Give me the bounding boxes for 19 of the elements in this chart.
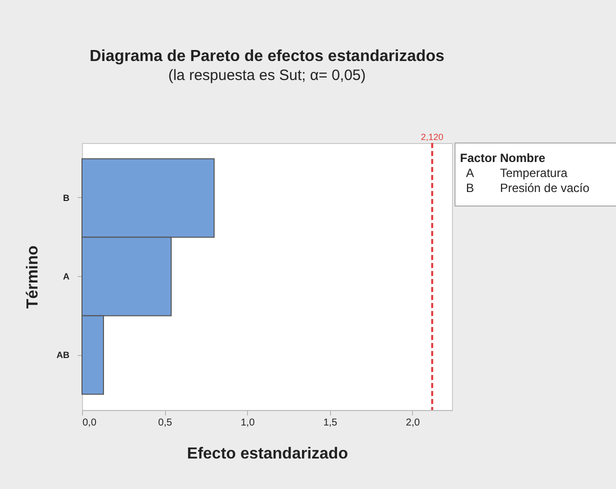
x-tick-label: 1,5 <box>323 418 338 428</box>
y-axis-title: Término <box>24 245 42 309</box>
x-tick-label: 2,0 <box>406 418 420 428</box>
text: Factor <box>460 151 498 165</box>
text: A <box>466 166 474 180</box>
y-tick-label: B <box>63 192 70 203</box>
y-tick-label: A <box>63 272 70 282</box>
chart-title: Diagrama de Pareto de efectos estandarizados <box>90 48 444 65</box>
text: B <box>466 181 474 195</box>
ref-line-label: 2,120 <box>420 132 444 142</box>
text: Nombre <box>500 151 546 165</box>
text: Presión de vacío <box>500 181 590 195</box>
x-axis-title: Efecto estandarizado <box>187 446 348 462</box>
x-tick-label: 0,0 <box>82 418 97 428</box>
chart-subtitle: (la respuesta es Sut; α= 0,05) <box>168 67 366 84</box>
text: Temperatura <box>500 166 568 180</box>
x-tick-label: 1,0 <box>240 418 256 428</box>
y-tick-label: AB <box>56 350 70 360</box>
x-tick-label: 0,5 <box>158 418 172 428</box>
